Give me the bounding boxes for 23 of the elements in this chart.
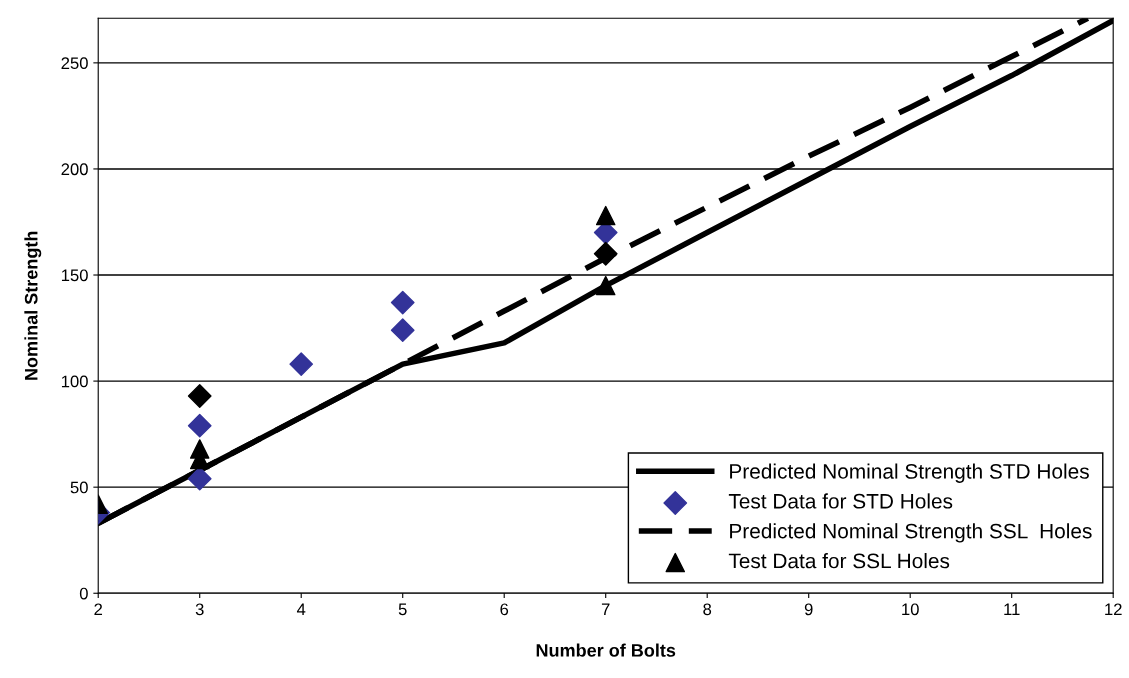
legend-label: Test Data for SSL Holes <box>728 553 950 569</box>
x-tick-label: 7 <box>601 603 610 616</box>
x-tick-label: 4 <box>296 603 306 616</box>
x-tick-label: 2 <box>94 603 103 616</box>
legend-label: Predicted Nominal Strength SSL Holes <box>730 523 1092 543</box>
x-tick-label: 10 <box>902 603 919 616</box>
x-axis-title: Number of Bolts <box>536 643 676 657</box>
y-tick-label: 0 <box>79 587 88 600</box>
y-axis-title: Nominal Strength <box>24 231 42 380</box>
legend-label: Test Data for STD Holes <box>728 493 953 509</box>
x-tick-label: 5 <box>398 603 407 616</box>
y-tick-label: 100 <box>61 375 88 388</box>
y-tick-label: 50 <box>70 481 88 494</box>
x-tick-label: 11 <box>1004 603 1020 616</box>
x-tick-label: 6 <box>500 603 509 616</box>
x-tick-label: 12 <box>1105 603 1122 616</box>
y-tick-label: 200 <box>61 163 88 176</box>
y-tick-label: 150 <box>61 269 88 282</box>
x-tick-label: 8 <box>703 603 712 616</box>
y-tick-label: 250 <box>61 57 88 70</box>
legend-label: Predicted Nominal Strength STD Holes <box>730 463 1089 483</box>
x-tick-label: 3 <box>195 603 204 616</box>
x-tick-label: 9 <box>804 603 813 616</box>
